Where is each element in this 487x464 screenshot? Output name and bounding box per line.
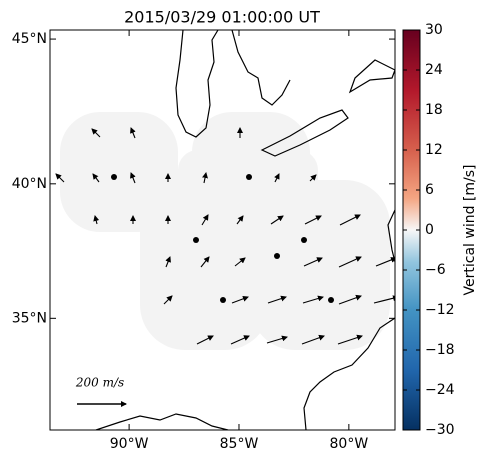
coverage-region	[60, 112, 390, 350]
wind-arrow	[236, 215, 244, 225]
wind-arrow	[201, 214, 209, 226]
wind-arrow	[202, 172, 208, 184]
colorbar-tick-label: −6	[425, 262, 446, 278]
colorbar-tick-label: 30	[425, 22, 443, 38]
y-tick-label: 40°N	[12, 176, 47, 192]
wind-arrow	[339, 214, 361, 226]
wind-arrow	[130, 127, 136, 139]
wind-arrow	[230, 335, 250, 345]
station-dots	[111, 174, 334, 303]
wind-arrow	[196, 335, 214, 345]
wind-arrow	[309, 174, 317, 182]
colorbar-tick-label: −12	[425, 302, 455, 318]
ticks: 90°W 85°W 80°W 45°N 40°N 35°N 30 24 18 12 6 0 −6 −12 −…	[12, 22, 455, 452]
colorbar-tick-label: −24	[425, 382, 455, 398]
wind-arrow	[92, 173, 100, 183]
wind-arrow	[301, 334, 325, 345]
wind-arrow	[200, 256, 210, 268]
map-title: 2015/03/29 01:00:00 UT	[124, 8, 320, 27]
wind-arrow	[303, 257, 323, 267]
y-tick-label: 45°N	[12, 31, 47, 47]
wind-arrow	[270, 215, 284, 225]
colorbar-tick-label: 6	[425, 182, 434, 198]
wind-arrow	[91, 128, 101, 138]
colorbar-tick-label: 18	[425, 102, 443, 118]
map-area	[55, 30, 395, 430]
wind-arrow	[337, 334, 363, 345]
wind-arrow	[338, 294, 362, 305]
wind-arrow	[274, 173, 280, 183]
x-tick-label: 90°W	[110, 436, 149, 452]
wind-arrow	[302, 295, 324, 304]
colorbar-tick-label: −18	[425, 342, 455, 358]
x-tick-label: 80°W	[330, 436, 369, 452]
wind-arrow	[267, 295, 287, 304]
colorbar-tick-label: 0	[425, 222, 434, 238]
wind-arrow	[266, 335, 288, 344]
wind-arrow	[231, 295, 249, 304]
wind-arrow	[304, 215, 322, 225]
wind-arrow	[93, 215, 100, 225]
coastline	[95, 30, 395, 430]
x-tick-label: 85°W	[220, 436, 259, 452]
wind-vectors	[55, 127, 395, 345]
y-tick-label: 35°N	[12, 310, 47, 326]
wind-arrow	[375, 257, 395, 267]
wind-arrow	[338, 256, 362, 268]
colorbar-tick-label: 12	[425, 142, 443, 158]
map-frame	[49, 29, 396, 431]
wind-arrow	[165, 256, 171, 268]
scale-label: 200 m/s	[75, 376, 124, 390]
colorbar-label: Vertical wind [m/s]	[462, 165, 478, 296]
wind-arrow	[373, 295, 395, 304]
wind-arrow	[55, 173, 65, 183]
wind-arrow	[163, 295, 173, 305]
wind-arrow	[234, 257, 246, 267]
colorbar-tick-label: −30	[425, 422, 455, 438]
colorbar-tick-label: 24	[425, 62, 443, 78]
wind-arrow	[130, 172, 136, 184]
